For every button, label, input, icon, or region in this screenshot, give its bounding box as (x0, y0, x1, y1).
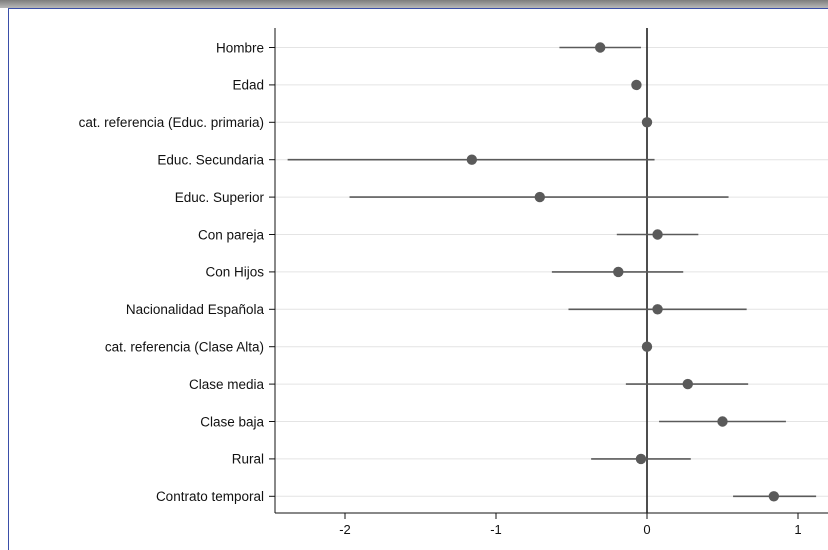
x-tick-label: -1 (490, 522, 502, 537)
point-estimate (768, 491, 780, 502)
category-label: Clase media (189, 377, 265, 392)
category-label: Rural (232, 452, 264, 467)
point-estimate (613, 266, 624, 278)
point-estimate (641, 117, 653, 128)
point-estimate (682, 378, 693, 390)
category-label: Edad (232, 78, 264, 93)
category-label: Contrato temporal (156, 489, 264, 504)
point-estimate (594, 42, 606, 53)
point-estimate (652, 304, 663, 315)
point-estimate (717, 416, 728, 427)
category-label: Educ. Superior (175, 190, 265, 205)
frame-left-border (8, 8, 9, 550)
point-estimate (635, 453, 647, 465)
category-label: Con Hijos (205, 265, 264, 280)
category-label: Clase baja (200, 414, 264, 429)
category-label: Con pareja (198, 227, 265, 242)
point-estimate (652, 229, 663, 240)
category-label: cat. referencia (Clase Alta) (105, 340, 264, 355)
point-estimate (631, 79, 642, 91)
point-estimate (641, 341, 653, 352)
window-top-band (0, 0, 828, 8)
category-label: Educ. Secundaria (157, 153, 264, 168)
x-tick-label: 1 (794, 522, 801, 537)
x-tick-label: 0 (643, 522, 650, 537)
frame-top-border (8, 8, 828, 9)
point-estimate (534, 191, 545, 203)
x-tick-label: -2 (339, 522, 351, 537)
point-estimate (466, 154, 478, 165)
category-label: Hombre (216, 40, 264, 55)
category-label: cat. referencia (Educ. primaria) (79, 115, 264, 130)
category-label: Nacionalidad Española (126, 302, 265, 317)
